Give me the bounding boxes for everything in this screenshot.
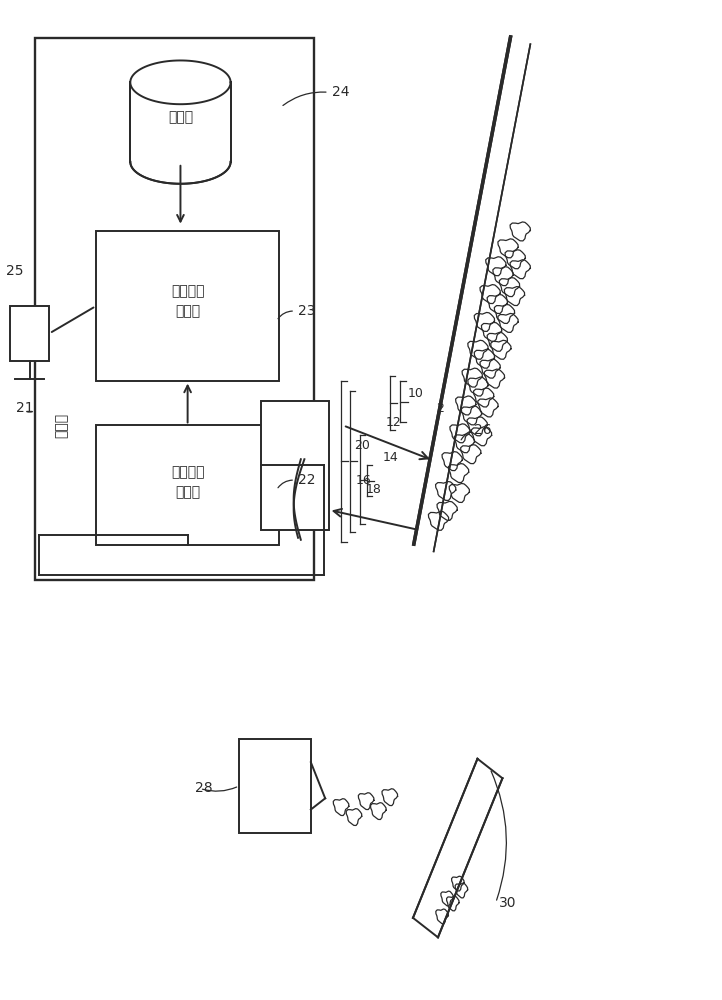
Text: 22: 22 bbox=[298, 473, 316, 487]
Text: 运算部: 运算部 bbox=[55, 413, 69, 438]
Bar bbox=[10, 306, 49, 361]
Text: 18: 18 bbox=[366, 483, 382, 496]
Text: 2: 2 bbox=[436, 402, 444, 415]
Text: 10: 10 bbox=[407, 387, 423, 400]
Polygon shape bbox=[413, 759, 503, 937]
Text: 30: 30 bbox=[499, 896, 516, 910]
Text: 16: 16 bbox=[355, 474, 371, 487]
Bar bbox=[301, 421, 328, 459]
Text: 粒度分布
确定部: 粒度分布 确定部 bbox=[171, 465, 204, 499]
Polygon shape bbox=[414, 37, 531, 551]
Text: 21: 21 bbox=[16, 401, 33, 415]
Text: 24: 24 bbox=[332, 85, 350, 99]
Text: 储存部: 储存部 bbox=[168, 110, 193, 124]
Text: 26: 26 bbox=[474, 423, 492, 437]
Text: 25: 25 bbox=[6, 264, 24, 278]
Text: 23: 23 bbox=[298, 304, 316, 318]
Bar bbox=[35, 38, 315, 580]
Text: 12: 12 bbox=[386, 416, 402, 429]
Polygon shape bbox=[130, 82, 230, 162]
Text: 28: 28 bbox=[195, 781, 212, 795]
Polygon shape bbox=[131, 60, 230, 104]
Bar bbox=[261, 401, 329, 530]
Bar bbox=[96, 231, 279, 381]
Bar bbox=[239, 739, 311, 833]
Text: 20: 20 bbox=[354, 439, 370, 452]
Text: 粒度分布
显示部: 粒度分布 显示部 bbox=[171, 284, 204, 318]
Bar bbox=[96, 425, 279, 545]
Text: 14: 14 bbox=[383, 451, 399, 464]
